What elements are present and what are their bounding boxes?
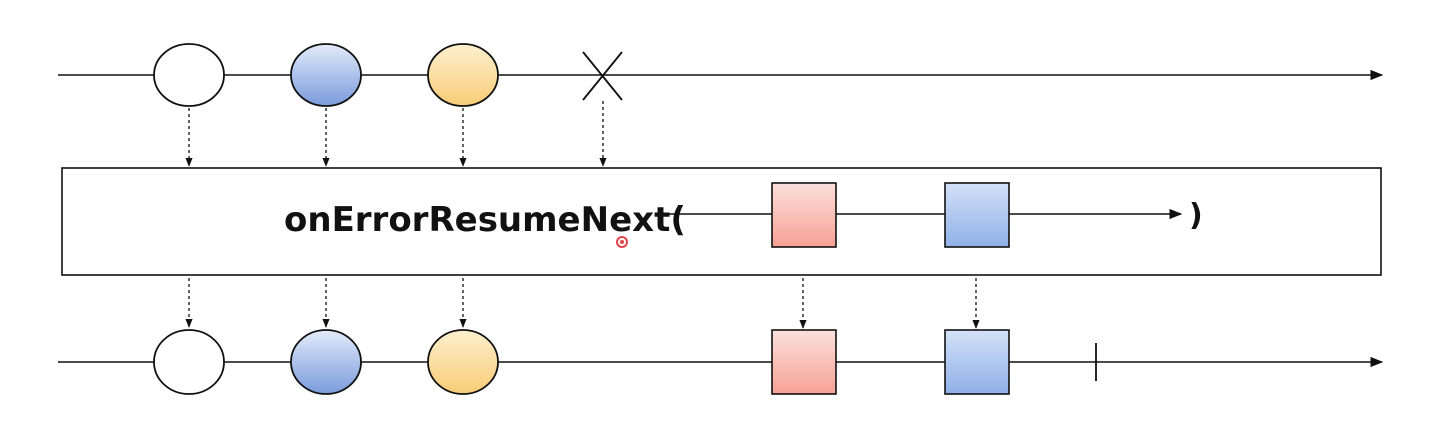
result-blue-circle (290, 329, 362, 395)
cursor-indicator-icon (616, 236, 628, 248)
source-stream (58, 43, 1384, 107)
operator-close-paren: ) (1189, 198, 1203, 233)
result-white-circle (153, 329, 225, 395)
result-stream (58, 329, 1384, 395)
source-yellow-circle (427, 43, 499, 107)
result-yellow-circle (427, 329, 499, 395)
fallback-red-square (771, 182, 837, 248)
source-blue-circle (290, 43, 362, 107)
operator-frame (61, 167, 1382, 276)
source-connectors (185, 101, 607, 167)
source-white-circle (153, 43, 225, 107)
operator-box: onErrorResumeNext( ) (61, 167, 1382, 276)
fallback-blue-square (944, 182, 1010, 248)
error-x-icon (582, 51, 623, 101)
operator-label: onErrorResumeNext( (284, 200, 686, 240)
result-blue-square (944, 329, 1010, 395)
result-red-square (771, 329, 837, 395)
result-connectors (185, 278, 980, 329)
